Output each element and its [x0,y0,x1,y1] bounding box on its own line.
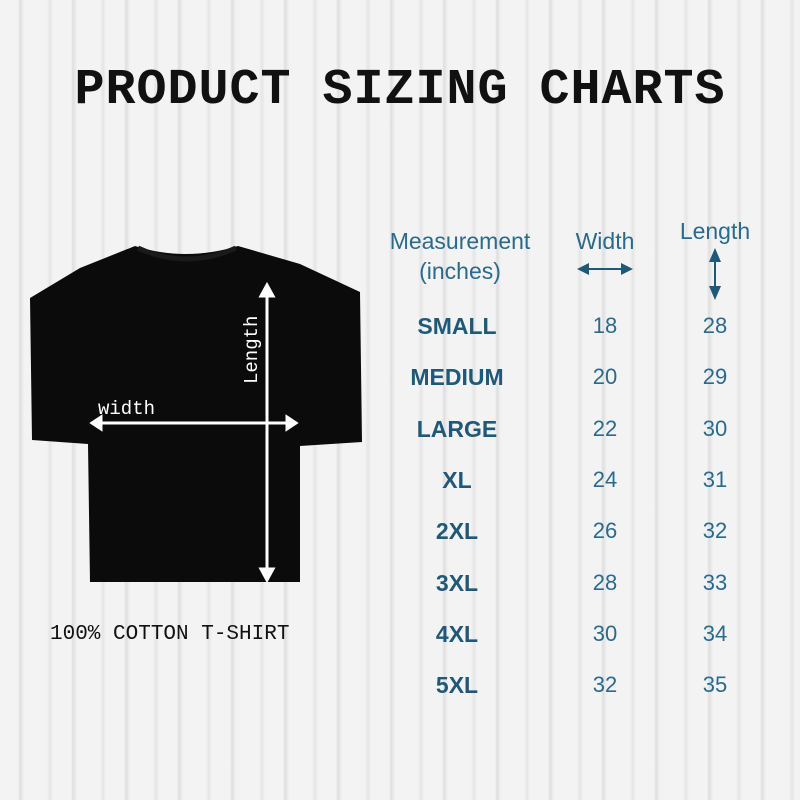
length-header: Length [665,216,765,309]
row-length-cell: 32 [702,518,728,544]
length-label: Length [241,316,263,384]
row-width-cell: 24 [592,466,618,492]
row-length-cell: 34 [702,620,728,646]
row-width-cell: 18 [592,313,618,338]
width-arrow [89,414,299,432]
row-length-cell: 31 [702,466,728,492]
double-arrow-vertical-icon [709,248,721,300]
row-width-cell: 22 [592,415,618,441]
width-header: Width [555,226,655,286]
width-label: width [98,398,155,420]
length-arrow [258,281,276,584]
row-size-cell: 3XL [435,569,479,596]
row-length-cell: 33 [702,569,728,595]
row-size-cell: MEDIUM [410,364,504,391]
row-size-cell: XL [442,466,472,493]
row-length-cell: 30 [702,415,728,441]
double-arrow-horizontal-icon [577,263,633,275]
row-length-cell: 35 [702,672,728,698]
row-size-cell: 4XL [435,620,479,647]
row-size-cell: 5XL [435,672,479,699]
row-width-cell: 32 [592,672,618,698]
row-width-cell: 20 [592,364,618,390]
length-header-label: Length [679,218,751,244]
row-width-cell: 28 [592,569,618,595]
row-size-cell: SMALL [417,313,497,339]
page-title: PRODUCT SIZING CHARTS [74,62,726,119]
row-length-cell: 28 [702,313,728,338]
width-header-label: Width [575,228,635,254]
measurement-header: Measurement (inches) [370,226,550,286]
row-size-cell: 2XL [435,518,479,545]
tshirt-shape [30,246,362,582]
measurement-label: Measurement [389,228,531,254]
row-length-cell: 29 [702,364,728,390]
row-size-cell: LARGE [416,415,498,442]
unit-label: (inches) [419,258,501,284]
row-width-cell: 26 [592,518,618,544]
product-caption: 100% COTTON T-SHIRT [50,623,290,646]
row-width-cell: 30 [592,620,618,646]
